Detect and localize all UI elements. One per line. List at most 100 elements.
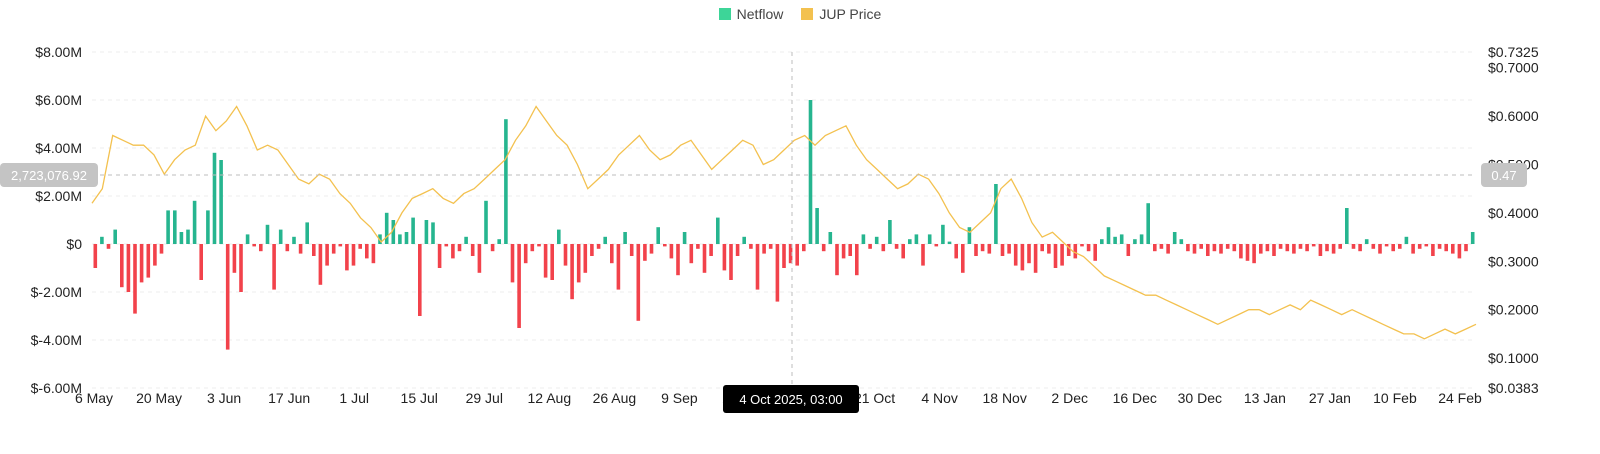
netflow-bar[interactable] xyxy=(358,244,362,249)
netflow-bar[interactable] xyxy=(676,244,680,276)
netflow-bar[interactable] xyxy=(411,217,415,244)
netflow-bar[interactable] xyxy=(914,234,919,244)
netflow-bar[interactable] xyxy=(1086,244,1091,252)
netflow-bar[interactable] xyxy=(1451,244,1455,254)
netflow-bar[interactable] xyxy=(788,244,793,264)
netflow-bar[interactable] xyxy=(1431,244,1435,256)
netflow-bar[interactable] xyxy=(318,244,323,285)
netflow-bar[interactable] xyxy=(312,244,316,256)
netflow-bar[interactable] xyxy=(1298,244,1303,249)
netflow-bar[interactable] xyxy=(954,244,958,259)
netflow-bar[interactable] xyxy=(1338,244,1342,249)
netflow-bar[interactable] xyxy=(656,227,660,244)
netflow-bar[interactable] xyxy=(1378,244,1382,254)
netflow-bar[interactable] xyxy=(232,244,237,273)
netflow-bar[interactable] xyxy=(139,244,144,283)
netflow-bar[interactable] xyxy=(590,244,594,256)
netflow-bar[interactable] xyxy=(1186,244,1190,252)
netflow-bar[interactable] xyxy=(762,244,766,254)
netflow-bar[interactable] xyxy=(1146,203,1150,244)
netflow-bar[interactable] xyxy=(1437,244,1442,249)
netflow-bar[interactable] xyxy=(894,244,899,249)
netflow-bar[interactable] xyxy=(881,244,886,252)
netflow-bar[interactable] xyxy=(596,244,601,249)
netflow-bar[interactable] xyxy=(643,244,647,261)
netflow-bar[interactable] xyxy=(729,244,733,280)
netflow-bar[interactable] xyxy=(457,244,462,252)
netflow-bar[interactable] xyxy=(722,244,727,271)
netflow-bar[interactable] xyxy=(868,244,872,249)
netflow-bar[interactable] xyxy=(371,244,376,264)
netflow-bar[interactable] xyxy=(961,244,965,273)
netflow-bar[interactable] xyxy=(689,244,694,264)
netflow-bar[interactable] xyxy=(305,222,309,244)
netflow-bar[interactable] xyxy=(517,244,521,328)
netflow-bar[interactable] xyxy=(1391,244,1395,252)
netflow-bar[interactable] xyxy=(504,119,508,244)
netflow-bar[interactable] xyxy=(298,244,303,254)
netflow-bar[interactable] xyxy=(173,210,177,244)
netflow-bar[interactable] xyxy=(285,244,290,252)
netflow-bar[interactable] xyxy=(1172,232,1177,244)
netflow-bar[interactable] xyxy=(265,224,270,244)
netflow-bar[interactable] xyxy=(808,100,813,244)
netflow-bar[interactable] xyxy=(735,244,740,256)
netflow-bar[interactable] xyxy=(1192,244,1197,254)
netflow-bar[interactable] xyxy=(775,244,780,302)
netflow-bar[interactable] xyxy=(1259,244,1263,254)
netflow-bar[interactable] xyxy=(1225,244,1230,249)
netflow-bar[interactable] xyxy=(1411,244,1415,254)
netflow-bar[interactable] xyxy=(1139,234,1144,244)
netflow-bar[interactable] xyxy=(1047,244,1051,254)
netflow-bar[interactable] xyxy=(1331,244,1336,254)
netflow-bar[interactable] xyxy=(550,244,554,280)
netflow-bar[interactable] xyxy=(1457,244,1462,259)
netflow-bar[interactable] xyxy=(702,244,707,273)
netflow-bar[interactable] xyxy=(225,244,230,350)
netflow-bar[interactable] xyxy=(1153,244,1157,252)
netflow-bar[interactable] xyxy=(186,229,190,244)
jup-price-line[interactable] xyxy=(91,105,1477,340)
netflow-bar[interactable] xyxy=(888,220,892,244)
netflow-bar[interactable] xyxy=(1398,244,1402,249)
netflow-bar[interactable] xyxy=(431,222,435,244)
netflow-bar[interactable] xyxy=(616,244,621,290)
netflow-bar[interactable] xyxy=(934,244,939,247)
netflow-bar[interactable] xyxy=(974,244,978,256)
netflow-bar[interactable] xyxy=(1040,244,1044,252)
netflow-bar[interactable] xyxy=(1053,244,1058,268)
netflow-bar[interactable] xyxy=(967,227,972,244)
netflow-bar[interactable] xyxy=(1371,244,1376,249)
netflow-bar[interactable] xyxy=(927,234,932,244)
netflow-bar[interactable] xyxy=(166,210,170,244)
netflow-bar[interactable] xyxy=(278,229,283,244)
netflow-bar[interactable] xyxy=(1285,244,1290,252)
netflow-bar[interactable] xyxy=(709,244,713,256)
netflow-bar[interactable] xyxy=(980,244,985,252)
netflow-bar[interactable] xyxy=(941,224,945,244)
netflow-bar[interactable] xyxy=(768,244,773,249)
netflow-bar[interactable] xyxy=(1278,244,1283,249)
netflow-bar[interactable] xyxy=(259,244,263,252)
netflow-bar[interactable] xyxy=(583,244,588,273)
netflow-bar[interactable] xyxy=(841,244,846,259)
netflow-bar[interactable] xyxy=(345,244,349,271)
netflow-bar[interactable] xyxy=(557,229,561,244)
netflow-bar[interactable] xyxy=(828,232,833,244)
netflow-bar[interactable] xyxy=(815,208,819,244)
netflow-bar[interactable] xyxy=(199,244,203,280)
netflow-bar[interactable] xyxy=(1073,244,1078,259)
netflow-bar[interactable] xyxy=(1159,244,1164,249)
netflow-bar[interactable] xyxy=(755,244,760,290)
netflow-bar[interactable] xyxy=(576,244,581,283)
netflow-bar[interactable] xyxy=(1265,244,1270,252)
netflow-bar[interactable] xyxy=(252,244,256,247)
netflow-bar[interactable] xyxy=(1351,244,1356,249)
netflow-bar[interactable] xyxy=(1464,244,1468,252)
netflow-bar[interactable] xyxy=(1424,244,1429,247)
netflow-bar[interactable] xyxy=(338,244,343,247)
netflow-bar[interactable] xyxy=(510,244,515,283)
netflow-bar[interactable] xyxy=(133,244,137,314)
netflow-bar[interactable] xyxy=(716,217,720,244)
